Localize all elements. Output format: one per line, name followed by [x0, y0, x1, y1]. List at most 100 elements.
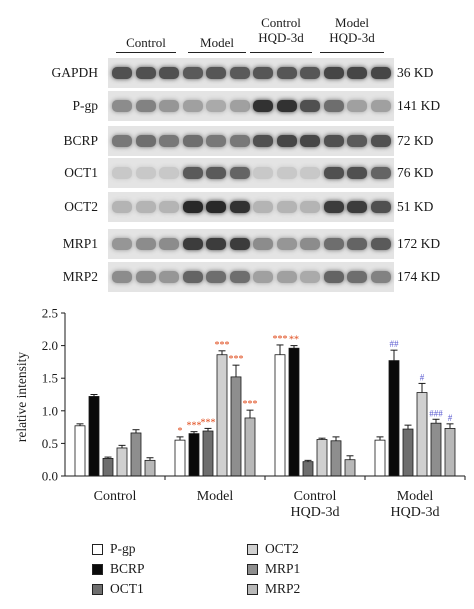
blot-band — [206, 67, 226, 79]
bar — [230, 376, 242, 477]
blot-band — [347, 135, 367, 147]
blot-band — [182, 238, 203, 250]
blot-group-label-control: Control — [126, 35, 166, 50]
legend-swatch — [247, 564, 258, 575]
blot-band — [112, 100, 132, 112]
blot-band — [112, 67, 132, 79]
blot-band — [276, 67, 297, 79]
blot-band — [229, 201, 250, 213]
blot-group-underline — [188, 52, 246, 53]
blot-strip — [108, 126, 394, 156]
blot-strip — [108, 158, 394, 188]
blot-row-size: 51 KD — [397, 199, 434, 214]
blot-strip — [108, 91, 394, 121]
legend-swatch — [92, 544, 103, 555]
legend-swatch — [92, 584, 103, 595]
bar — [374, 439, 386, 477]
blot-row-label: OCT1 — [64, 165, 98, 180]
bars: * *** *************** ** ###### # — [74, 334, 456, 477]
bar — [102, 457, 114, 477]
bar — [130, 432, 142, 477]
legend-label: OCT1 — [110, 581, 144, 596]
significance-mark: # — [420, 372, 425, 382]
blot-band — [300, 67, 320, 79]
blot-band — [347, 271, 367, 283]
significance-mark: *** — [187, 421, 202, 432]
bar — [202, 430, 214, 477]
blot-band — [323, 238, 344, 250]
blot-band — [135, 271, 156, 283]
blot-band — [276, 135, 297, 147]
bar — [216, 354, 228, 477]
blot-row-label: MRP1 — [62, 236, 98, 251]
blot-row-size: 36 KD — [397, 65, 434, 80]
blot-band — [370, 135, 391, 147]
significance-mark: *** — [215, 340, 230, 351]
blot-band — [323, 167, 344, 179]
blot-band — [206, 135, 226, 147]
significance-mark: ## — [390, 339, 400, 349]
bar — [430, 422, 442, 477]
legend-swatch — [247, 544, 258, 555]
significance-mark: *** — [229, 354, 244, 365]
legend-label: BCRP — [110, 561, 145, 576]
blot-row-label: GAPDH — [51, 65, 98, 80]
blot-row-size: 76 KD — [397, 165, 434, 180]
blot-band — [112, 135, 132, 147]
x-tick-label: Control HQD-3d — [291, 489, 340, 520]
bar — [330, 440, 342, 477]
bar — [388, 360, 400, 477]
blot-band — [135, 167, 156, 179]
blot-band — [159, 167, 179, 179]
blot-row-label: OCT2 — [64, 199, 98, 214]
legend-label: P-gp — [110, 541, 136, 556]
significance-mark: *** — [273, 334, 288, 345]
blot-band — [135, 135, 156, 147]
blot-band — [276, 238, 297, 250]
blot-row-label: MRP2 — [62, 269, 98, 284]
blot-band — [276, 271, 297, 283]
blot-group-underline — [116, 52, 176, 53]
x-tick-label: Model HQD-3d — [391, 489, 440, 520]
bar — [416, 392, 428, 477]
x-tick-label: Control — [94, 489, 137, 504]
significance-mark: ** — [289, 335, 299, 346]
blot-group-label-model-hqd: Model HQD-3d — [329, 15, 375, 45]
blot-band — [347, 100, 367, 112]
blot-band — [253, 271, 273, 283]
blot-band — [206, 238, 226, 250]
blot-row-size: 172 KD — [397, 236, 441, 251]
blot-band — [229, 100, 250, 112]
blot-band — [370, 167, 391, 179]
blot-band — [253, 100, 273, 112]
bar — [144, 459, 156, 477]
blot-row-size: 72 KD — [397, 133, 434, 148]
significance-mark: *** — [243, 399, 258, 410]
blot-band — [253, 67, 273, 79]
blot-band — [182, 167, 203, 179]
x-axis: Control Model Control HQD-3d Model HQD-3d — [65, 475, 466, 520]
blot-row-label: P-gp — [72, 98, 98, 113]
bar — [274, 354, 286, 477]
blot-band — [300, 100, 320, 112]
bar — [116, 447, 128, 477]
blot-band — [347, 67, 367, 79]
blot-band — [370, 271, 391, 283]
blot-band — [112, 201, 132, 213]
blot-band — [253, 238, 273, 250]
blot-band — [276, 100, 297, 112]
blot-band — [370, 238, 391, 250]
blot-band — [276, 167, 297, 179]
bar — [444, 428, 456, 477]
x-tick-label: Model — [197, 489, 234, 504]
blot-band — [112, 167, 132, 179]
legend-label: OCT2 — [265, 541, 299, 556]
blot-band — [323, 201, 344, 213]
blot-row-size: 174 KD — [397, 269, 441, 284]
blot-band — [370, 67, 391, 79]
blot-band — [135, 100, 156, 112]
blot-band — [206, 100, 226, 112]
y-tick-label: 2.0 — [42, 338, 58, 353]
bar — [288, 347, 300, 477]
